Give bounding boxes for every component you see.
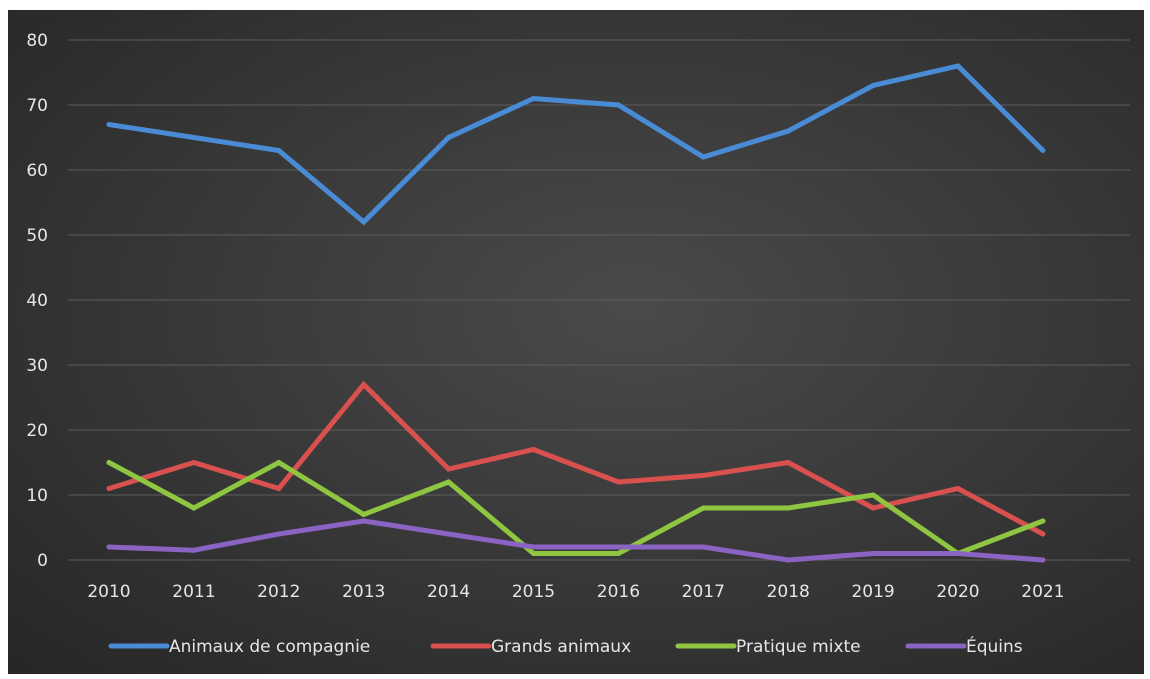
x-tick-label: 2021 [1021, 582, 1064, 602]
data-point [106, 460, 112, 465]
y-tick-label: 80 [26, 31, 48, 51]
x-tick-label: 2016 [597, 582, 640, 602]
data-point [700, 473, 706, 478]
data-point [276, 148, 282, 153]
data-point [700, 505, 706, 511]
chart-container: 0 10 20 30 40 50 60 70 80 2010 2011 2012 2013 2014 20… [8, 10, 1144, 674]
data-point [955, 63, 961, 69]
x-tick-label: 2015 [512, 582, 555, 602]
data-point [106, 122, 112, 127]
data-point [361, 512, 367, 517]
data-point [276, 460, 282, 465]
y-tick-label: 0 [37, 551, 48, 571]
x-tick-label: 2014 [427, 582, 470, 602]
y-tick-label: 10 [26, 486, 48, 506]
data-point [531, 551, 536, 556]
y-tick-label: 20 [26, 421, 48, 441]
y-tick-label: 40 [26, 291, 48, 311]
data-point [446, 135, 452, 140]
data-point [191, 505, 197, 511]
legend-label: Grands animaux [491, 637, 631, 657]
data-point [1040, 557, 1046, 563]
series-line-2 [106, 380, 1046, 537]
y-axis-ticks: 0 10 20 30 40 50 60 70 80 [26, 31, 48, 571]
x-tick-label: 2017 [682, 582, 725, 602]
legend-label: Animaux de compagnie [169, 637, 370, 657]
data-point [785, 505, 791, 511]
data-point [955, 486, 961, 491]
data-point [1040, 518, 1046, 524]
y-tick-label: 70 [26, 96, 48, 116]
y-tick-label: 30 [26, 356, 48, 376]
data-point [1040, 148, 1046, 153]
data-point [1040, 531, 1046, 537]
data-point [615, 479, 621, 485]
data-point [955, 551, 961, 556]
data-point [870, 83, 876, 88]
data-point [785, 128, 791, 134]
data-point [615, 544, 621, 550]
x-tick-label: 2020 [936, 582, 979, 602]
y-tick-label: 60 [26, 161, 48, 181]
data-point [531, 96, 536, 101]
data-point [700, 154, 706, 160]
data-point [785, 557, 791, 563]
data-point [615, 102, 621, 108]
data-point [785, 460, 791, 465]
data-point [276, 486, 282, 491]
data-point [531, 447, 536, 452]
data-point [191, 460, 197, 465]
data-point [870, 505, 876, 511]
series-lines [106, 63, 1046, 563]
x-tick-label: 2012 [257, 582, 300, 602]
data-point [446, 479, 452, 485]
x-tick-label: 2019 [851, 582, 894, 602]
data-point [615, 551, 621, 556]
data-point [361, 518, 367, 524]
legend-label: Équins [966, 635, 1023, 657]
series-line-4 [106, 518, 1046, 563]
x-tick-label: 2011 [172, 582, 215, 602]
x-tick-label: 2013 [342, 582, 385, 602]
legend-label: Pratique mixte [736, 637, 861, 657]
data-point [700, 544, 706, 550]
data-point [106, 544, 112, 550]
data-point [191, 547, 197, 553]
y-tick-label: 50 [26, 226, 48, 246]
x-tick-label: 2010 [87, 582, 130, 602]
x-tick-label: 2018 [767, 582, 810, 602]
x-axis-ticks: 2010 2011 2012 2013 2014 2015 2016 2017 2018 2019… [87, 582, 1064, 602]
legend: Animaux de compagnie Grands animaux Pratiq… [108, 635, 1023, 657]
data-point [446, 531, 452, 537]
data-point [361, 382, 367, 387]
data-point [276, 531, 282, 537]
gridlines [68, 39, 1130, 561]
data-point [446, 466, 452, 472]
series-line-1 [106, 63, 1046, 226]
data-point [191, 135, 197, 140]
data-point [870, 551, 876, 556]
data-point [870, 492, 876, 498]
data-point [531, 544, 536, 550]
data-point [106, 486, 112, 491]
series-line-3 [106, 459, 1046, 557]
data-point [361, 219, 367, 225]
